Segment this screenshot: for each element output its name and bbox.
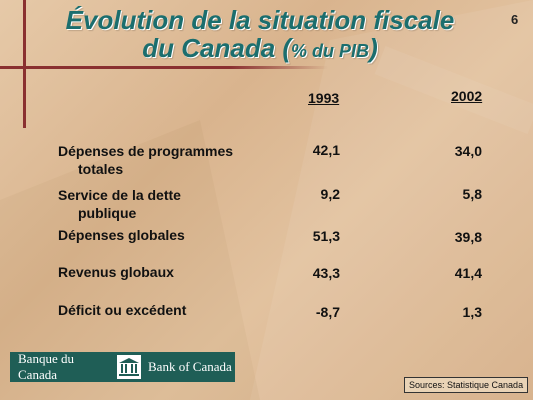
accent-vertical-line xyxy=(23,0,26,128)
bank-building-icon xyxy=(116,354,142,380)
row-label-line-1: Dépenses de programmes xyxy=(58,143,234,159)
value-programmes-1993: 42,1 xyxy=(312,142,340,158)
accent-horizontal-line xyxy=(0,66,328,69)
row-label-line-1: Service de la dette xyxy=(58,187,181,203)
row-label-line-2: publique xyxy=(78,205,137,221)
logo-text-fr: Banque du Canada xyxy=(18,351,74,382)
value-revenus-2002: 41,4 xyxy=(454,265,482,281)
column-header-1993: 1993 xyxy=(308,90,340,106)
title-unit: % du PIB xyxy=(291,41,370,61)
row-label-line-2: totales xyxy=(78,161,124,177)
title-line-1: Évolution de la situation fiscale xyxy=(65,5,455,35)
column-header-2002: 2002 xyxy=(451,88,483,104)
logo-text-en: Bank of Canada xyxy=(148,359,232,374)
bank-of-canada-logo: Banque du Canada Bank of Canada xyxy=(10,351,235,382)
row-label-revenus: Revenus globaux xyxy=(58,264,174,280)
title-line-2-text: du Canada ( xyxy=(142,33,292,63)
title-close-paren: ) xyxy=(369,33,378,63)
title-line-2: du Canada (% du PIB) xyxy=(40,34,480,65)
slide-title: Évolution de la situation fiscale du Can… xyxy=(40,6,480,65)
value-programmes-2002: 34,0 xyxy=(454,143,482,159)
row-label-dette: Service de la dette publique xyxy=(58,186,181,222)
value-dette-2002: 5,8 xyxy=(462,186,482,202)
value-deficit-1993: -8,7 xyxy=(315,304,340,320)
value-revenus-1993: 43,3 xyxy=(312,265,340,281)
value-depenses-1993: 51,3 xyxy=(312,228,340,244)
page-number: 6 xyxy=(511,12,519,27)
value-dette-1993: 9,2 xyxy=(320,186,340,202)
source-note: Sources: Statistique Canada xyxy=(404,377,529,393)
value-depenses-2002: 39,8 xyxy=(454,229,482,245)
value-deficit-2002: 1,3 xyxy=(462,304,482,320)
row-label-deficit: Déficit ou excédent xyxy=(58,302,187,318)
row-label-programmes: Dépenses de programmes totales xyxy=(58,142,233,178)
row-label-depenses-globales: Dépenses globales xyxy=(58,227,185,243)
